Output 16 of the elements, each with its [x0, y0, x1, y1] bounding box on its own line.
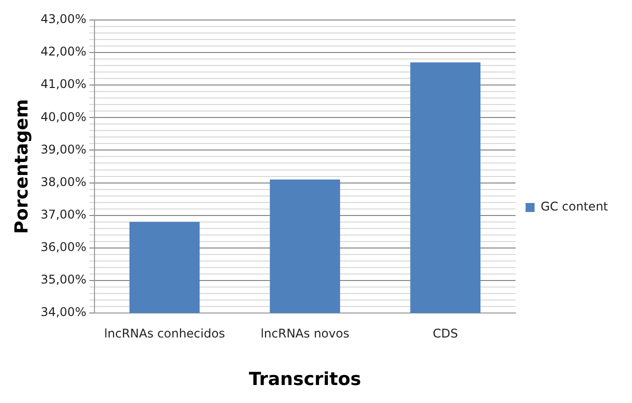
- x-tick-label: CDS: [432, 326, 458, 340]
- y-tick-label: 34,00%: [40, 305, 86, 320]
- y-tick-label: 37,00%: [40, 207, 86, 222]
- y-tick-label: 43,00%: [40, 12, 86, 26]
- y-tick-label: 40,00%: [40, 110, 86, 124]
- y-tick-label: 42,00%: [40, 44, 86, 59]
- legend-label: GC content: [540, 200, 608, 214]
- y-tick-label: 35,00%: [40, 272, 86, 287]
- y-tick-label: 38,00%: [40, 174, 86, 189]
- x-tick-label: lncRNAs novos: [260, 326, 350, 340]
- x-axis-title: Transcritos: [248, 368, 362, 390]
- y-tick-label: 41,00%: [40, 77, 86, 92]
- y-tick-label: 39,00%: [40, 142, 86, 156]
- y-tick-label: 36,00%: [40, 240, 86, 254]
- x-tick-label: lncRNAs conhecidos: [104, 326, 225, 340]
- y-axis-title: Porcentagem: [11, 99, 32, 234]
